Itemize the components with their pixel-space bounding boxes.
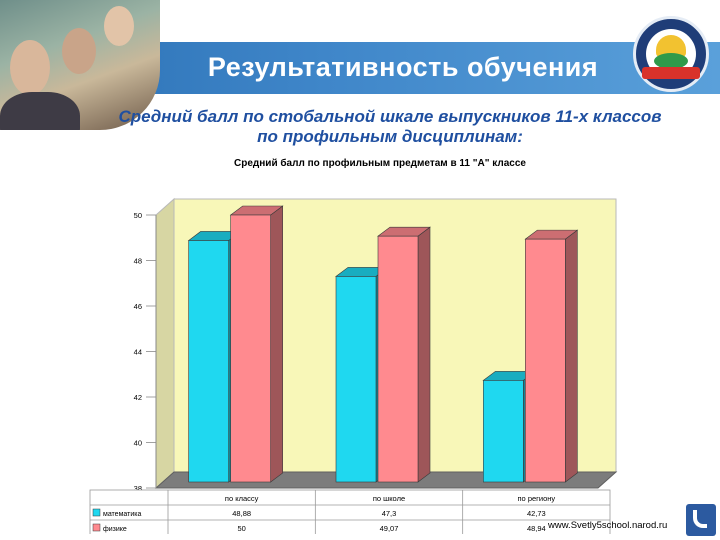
y-tick-label: 48 xyxy=(134,257,142,266)
bar-math-0 xyxy=(188,240,229,483)
plot-side-wall xyxy=(155,197,175,490)
bar-chart: 38 40 42 44 46 48 50 по классу по школе по регион… xyxy=(89,197,618,534)
bar-physics-1 xyxy=(377,235,419,483)
data-value-label: 49,07 xyxy=(380,524,399,533)
y-tick-label: 40 xyxy=(134,439,142,448)
return-arrow-icon xyxy=(693,510,707,528)
data-value-label: 47,3 xyxy=(382,509,397,518)
students-photo xyxy=(0,0,160,130)
bar-side-1-1 xyxy=(417,226,431,483)
x-category-label: по школе xyxy=(373,494,405,503)
legend-label: физике xyxy=(103,526,127,533)
bar-side-1-2 xyxy=(565,229,578,483)
subtitle-line-2: по профильным дисциплинам: xyxy=(257,127,523,146)
y-tick-label: 46 xyxy=(134,302,142,311)
bar-physics-0 xyxy=(230,214,271,483)
y-tick-label: 44 xyxy=(134,348,142,357)
chart-title: Средний балл по профильным предметам в 1… xyxy=(234,158,526,169)
bar-math-2 xyxy=(483,380,524,483)
legend-swatch-0 xyxy=(92,508,101,517)
data-value-label: 48,94 xyxy=(527,524,546,533)
data-value-label: 42,73 xyxy=(527,509,546,518)
y-tick-label: 38 xyxy=(134,484,142,493)
data-value-label: 48,88 xyxy=(232,509,251,518)
page-title: Результативность обучения xyxy=(207,52,599,82)
subtitle-line-1: Средний балл по стобальной шкале выпускн… xyxy=(118,107,662,126)
x-category-label: по классу xyxy=(225,494,259,503)
x-category-label: по региону xyxy=(518,494,556,503)
y-tick-label: 50 xyxy=(134,211,142,220)
legend-swatch-1 xyxy=(92,523,101,532)
data-value-label: 50 xyxy=(237,524,245,533)
y-tick-label: 42 xyxy=(134,393,142,402)
return-button[interactable] xyxy=(686,504,716,536)
school-emblem-icon xyxy=(633,16,709,92)
legend-label: математика xyxy=(103,511,141,518)
bar-side-1-0 xyxy=(270,205,283,483)
bar-physics-2 xyxy=(525,238,566,483)
bar-math-1 xyxy=(335,276,377,483)
data-table xyxy=(89,489,611,534)
source-url[interactable]: www.Svetly5school.narod.ru xyxy=(548,520,668,531)
